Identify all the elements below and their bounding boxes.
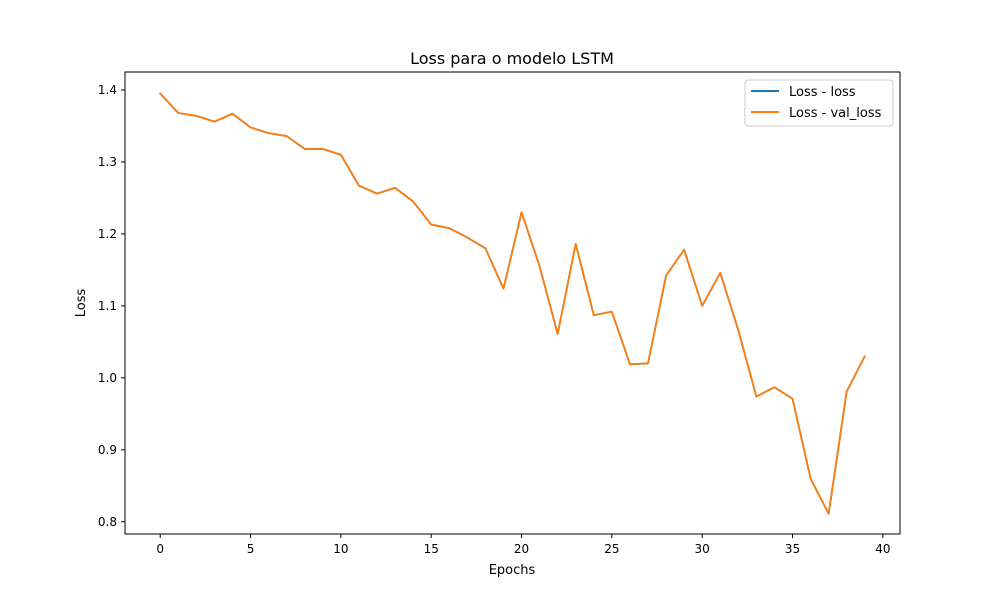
x-tick-label: 10 [333,542,348,556]
legend: Loss - loss Loss - val_loss [744,79,894,127]
x-axis-ticks: 0 5 10 15 20 25 30 35 40 [156,534,890,556]
y-tick-label: 1.1 [98,299,117,313]
x-tick-label: 15 [424,542,439,556]
y-axis-label: Loss [74,289,89,318]
x-axis-label: Epochs [489,563,536,578]
x-tick-label: 20 [514,542,529,556]
y-tick-label: 0.8 [98,515,117,529]
x-tick-label: 35 [785,542,800,556]
legend-label-val-loss: Loss - val_loss [789,106,882,121]
y-axis-ticks: 0.8 0.9 1.0 1.1 1.2 1.3 1.4 [98,83,125,529]
y-tick-label: 1.3 [98,155,117,169]
plot-area [124,71,901,535]
x-tick-label: 30 [695,542,710,556]
legend-label-loss: Loss - loss [789,85,856,100]
legend-box [744,79,894,127]
series-line-val-loss [159,92,866,515]
x-tick-label: 0 [156,542,164,556]
x-tick-label: 40 [875,542,890,556]
series-lines [159,92,866,515]
y-tick-label: 1.0 [98,371,117,385]
x-tick-label: 5 [247,542,255,556]
x-tick-label: 25 [604,542,619,556]
y-tick-label: 1.2 [98,227,117,241]
y-tick-label: 0.9 [98,443,117,457]
y-tick-label: 1.4 [98,83,117,97]
chart-title: Loss para o modelo LSTM [410,49,614,68]
